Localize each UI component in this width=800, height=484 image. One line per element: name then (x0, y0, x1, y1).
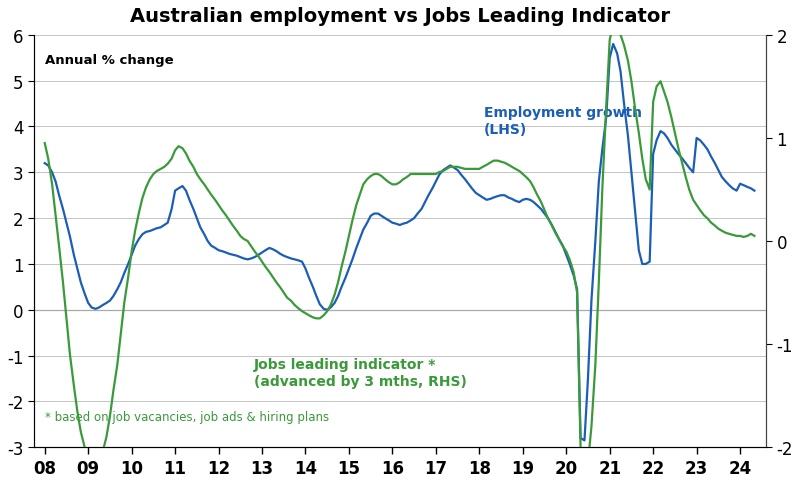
Text: * based on job vacancies, job ads & hiring plans: * based on job vacancies, job ads & hiri… (45, 409, 329, 423)
Text: Employment growth
(LHS): Employment growth (LHS) (484, 106, 642, 137)
Text: Annual % change: Annual % change (45, 54, 174, 67)
Title: Australian employment vs Jobs Leading Indicator: Australian employment vs Jobs Leading In… (130, 7, 670, 26)
Text: Jobs leading indicator *
(advanced by 3 mths, RHS): Jobs leading indicator * (advanced by 3 … (254, 357, 466, 388)
